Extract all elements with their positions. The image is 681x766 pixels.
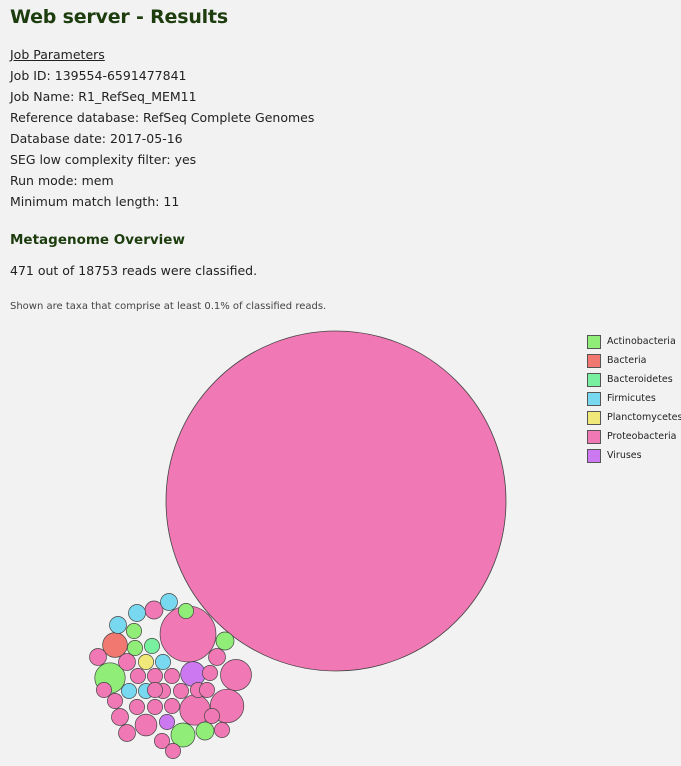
legend-item-bacteroidetes: Bacteroidetes	[587, 370, 681, 389]
bubble-proteobacteria[interactable]	[214, 722, 230, 738]
legend-label: Planctomycetes	[607, 412, 681, 423]
run-mode: Run mode: mem	[10, 173, 114, 188]
bubble-proteobacteria[interactable]	[144, 600, 164, 620]
legend-swatch	[587, 410, 601, 425]
bubble-proteobacteria[interactable]	[118, 724, 136, 742]
job-parameters-link[interactable]: Job Parameters	[10, 47, 105, 62]
bubble-proteobacteria[interactable]	[129, 699, 145, 715]
job-parameters: Job Parameters Job ID: 139554-6591477841…	[10, 44, 314, 212]
bubble-bacteria[interactable]	[102, 632, 128, 658]
legend-swatch	[587, 391, 601, 406]
bubble-proteobacteria[interactable]	[147, 682, 163, 698]
bubble-viruses[interactable]	[159, 714, 175, 730]
bubble-actinobacteria[interactable]	[215, 631, 235, 651]
bubble-proteobacteria[interactable]	[147, 699, 163, 715]
job-name: Job Name: R1_RefSeq_MEM11	[10, 89, 197, 104]
bubble-firmicutes[interactable]	[128, 604, 146, 622]
database-date: Database date: 2017-05-16	[10, 131, 183, 146]
bubble-proteobacteria[interactable]	[165, 330, 507, 672]
bubble-proteobacteria[interactable]	[165, 743, 181, 759]
bubble-proteobacteria[interactable]	[199, 682, 215, 698]
legend-swatch	[587, 372, 601, 387]
legend-item-firmicutes: Firmicutes	[587, 389, 681, 408]
bubble-proteobacteria[interactable]	[147, 668, 163, 684]
bubble-proteobacteria[interactable]	[164, 698, 180, 714]
bubble-actinobacteria[interactable]	[126, 623, 142, 639]
legend-label: Viruses	[607, 450, 642, 461]
job-id: Job ID: 139554-6591477841	[10, 68, 187, 83]
bubble-bacteroidetes[interactable]	[144, 638, 160, 654]
legend-label: Bacteria	[607, 355, 647, 366]
bubble-firmicutes[interactable]	[155, 654, 171, 670]
bubble-proteobacteria[interactable]	[89, 648, 107, 666]
bubble-proteobacteria[interactable]	[173, 683, 189, 699]
legend-swatch	[587, 334, 601, 349]
bubble-proteobacteria[interactable]	[107, 693, 123, 709]
legend-label: Firmicutes	[607, 393, 656, 404]
bubble-proteobacteria[interactable]	[164, 668, 180, 684]
legend-item-planctomycetes: Planctomycetes	[587, 408, 681, 427]
threshold-note: Shown are taxa that comprise at least 0.…	[10, 301, 327, 312]
bubble-viruses[interactable]	[180, 661, 206, 687]
bubble-actinobacteria[interactable]	[127, 640, 143, 656]
legend-label: Proteobacteria	[607, 431, 677, 442]
bubble-proteobacteria[interactable]	[96, 682, 112, 698]
bubble-proteobacteria[interactable]	[130, 668, 146, 684]
legend-label: Bacteroidetes	[607, 374, 673, 385]
bubble-planctomycetes[interactable]	[138, 654, 154, 670]
bubble-actinobacteria[interactable]	[178, 603, 194, 619]
legend-item-viruses: Viruses	[587, 446, 681, 465]
overview-title: Metagenome Overview	[10, 232, 185, 248]
bubble-proteobacteria[interactable]	[208, 648, 226, 666]
bubble-proteobacteria[interactable]	[204, 708, 220, 724]
legend: Actinobacteria Bacteria Bacteroidetes Firmi…	[587, 332, 681, 465]
legend-swatch	[587, 353, 601, 368]
bubble-proteobacteria[interactable]	[202, 665, 218, 681]
bubble-proteobacteria[interactable]	[220, 659, 252, 691]
bubble-proteobacteria[interactable]	[111, 708, 129, 726]
legend-item-bacteria: Bacteria	[587, 351, 681, 370]
legend-swatch	[587, 448, 601, 463]
bubble-actinobacteria[interactable]	[195, 721, 215, 741]
bubble-firmicutes[interactable]	[160, 593, 178, 611]
bubble-firmicutes[interactable]	[121, 683, 137, 699]
legend-item-proteobacteria: Proteobacteria	[587, 427, 681, 446]
seg-filter: SEG low complexity filter: yes	[10, 152, 197, 167]
bubble-firmicutes[interactable]	[109, 616, 127, 634]
legend-item-actinobacteria: Actinobacteria	[587, 332, 681, 351]
bubble-proteobacteria[interactable]	[134, 713, 158, 737]
bubble-proteobacteria[interactable]	[118, 653, 136, 671]
bubble-proteobacteria[interactable]	[154, 733, 170, 749]
bubble-actinobacteria[interactable]	[170, 722, 196, 748]
classified-reads-text: 471 out of 18753 reads were classified.	[10, 263, 258, 278]
page-title: Web server - Results	[10, 6, 228, 28]
min-match-length: Minimum match length: 11	[10, 194, 180, 209]
reference-database: Reference database: RefSeq Complete Geno…	[10, 110, 315, 125]
legend-swatch	[587, 429, 601, 444]
legend-label: Actinobacteria	[607, 336, 676, 347]
